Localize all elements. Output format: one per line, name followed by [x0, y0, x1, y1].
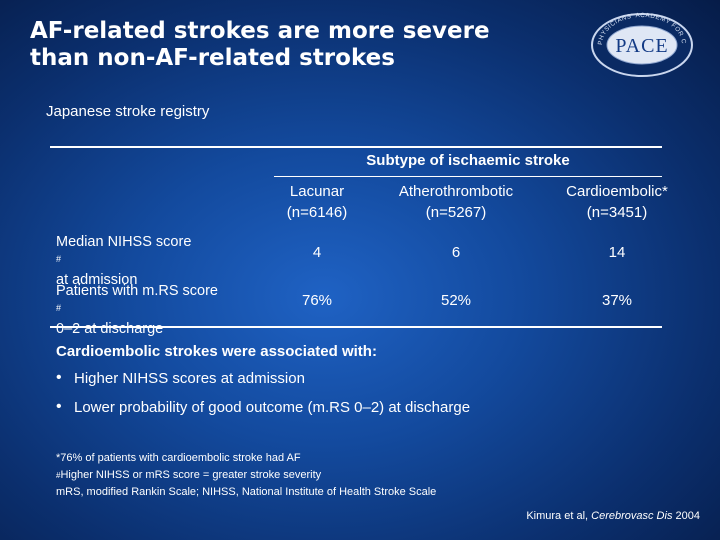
row-label-mrs: Patients with m.RS score # 0–2 at dischar… — [56, 282, 218, 339]
table-cell: 52% — [440, 292, 472, 309]
hash-mark: # — [56, 471, 61, 480]
citation-year: 2004 — [675, 510, 700, 522]
row-label-text: Patients with m.RS score — [56, 283, 218, 299]
row-label-text: at admission — [56, 272, 138, 288]
table-cell: 6 — [451, 244, 461, 261]
column-header-lacunar: Lacunar (n=6146) — [272, 181, 362, 223]
hash-mark: # — [56, 303, 62, 313]
table-cell: 76% — [301, 292, 333, 309]
pace-logo: PHYSICIANS' ACADEMY FOR CARDIOVASCULAR E… — [588, 8, 693, 77]
column-n: (n=5267) — [425, 204, 487, 221]
footnote: #Higher NIHSS or mRS score = greater str… — [56, 467, 436, 484]
footnote-text: Higher NIHSS or mRS score = greater stro… — [60, 469, 322, 481]
table-cell: 37% — [601, 292, 633, 309]
list-item-text: Higher NIHSS scores at admission — [74, 370, 305, 387]
column-header-cardioembolic: Cardioembolic* (n=3451) — [542, 181, 692, 223]
list-item: • Lower probability of good outcome (m.RS… — [56, 397, 470, 426]
row-label-nihss: Median NIHSS score # at admission — [56, 233, 191, 290]
logo-text: PACE — [615, 35, 668, 57]
column-n: (n=6146) — [286, 204, 348, 221]
bullet-icon: • — [56, 369, 62, 386]
citation-authors: Kimura et al, — [526, 510, 589, 522]
citation: Kimura et al, Cerebrovasc Dis 2004 — [526, 510, 700, 522]
table-cell: 4 — [312, 244, 322, 261]
hash-mark: # — [56, 254, 62, 264]
column-header-atherothrombotic: Atherothrombotic (n=5267) — [368, 181, 544, 223]
footnote: mRS, modified Rankin Scale; NIHSS, Natio… — [56, 486, 437, 498]
list-item: • Higher NIHSS scores at admission — [56, 368, 470, 397]
citation-journal: Cerebrovasc Dis — [591, 510, 673, 522]
column-name: Atherothrombotic — [398, 183, 514, 200]
row-label-text: 0–2 at discharge — [56, 321, 164, 337]
association-heading: Cardioembolic strokes were associated wi… — [56, 343, 377, 360]
bullet-icon: • — [56, 398, 62, 415]
title-line-2: than non-AF-related strokes — [30, 45, 395, 71]
row-label-text: Median NIHSS score — [56, 234, 192, 250]
table-bottom-rule — [50, 326, 662, 328]
table-top-rule — [50, 146, 662, 148]
column-n: (n=3451) — [586, 204, 648, 221]
column-name: Cardioembolic* — [566, 183, 668, 200]
table-cell: 14 — [608, 244, 626, 261]
column-name: Lacunar — [289, 183, 345, 200]
title-line-1: AF-related strokes are more severe — [30, 18, 490, 44]
list-item-text: Lower probability of good outcome (m.RS … — [74, 399, 471, 416]
footnote: *76% of patients with cardioembolic stro… — [56, 452, 301, 464]
table-group-rule — [274, 176, 662, 177]
association-list: • Higher NIHSS scores at admission • Lower… — [56, 368, 470, 426]
table-group-header: Subtype of ischaemic stroke — [366, 152, 570, 169]
subtitle: Japanese stroke registry — [46, 103, 210, 120]
footnotes: *76% of patients with cardioembolic stro… — [56, 450, 436, 501]
slide-title: AF-related strokes are more severe than … — [30, 18, 570, 72]
